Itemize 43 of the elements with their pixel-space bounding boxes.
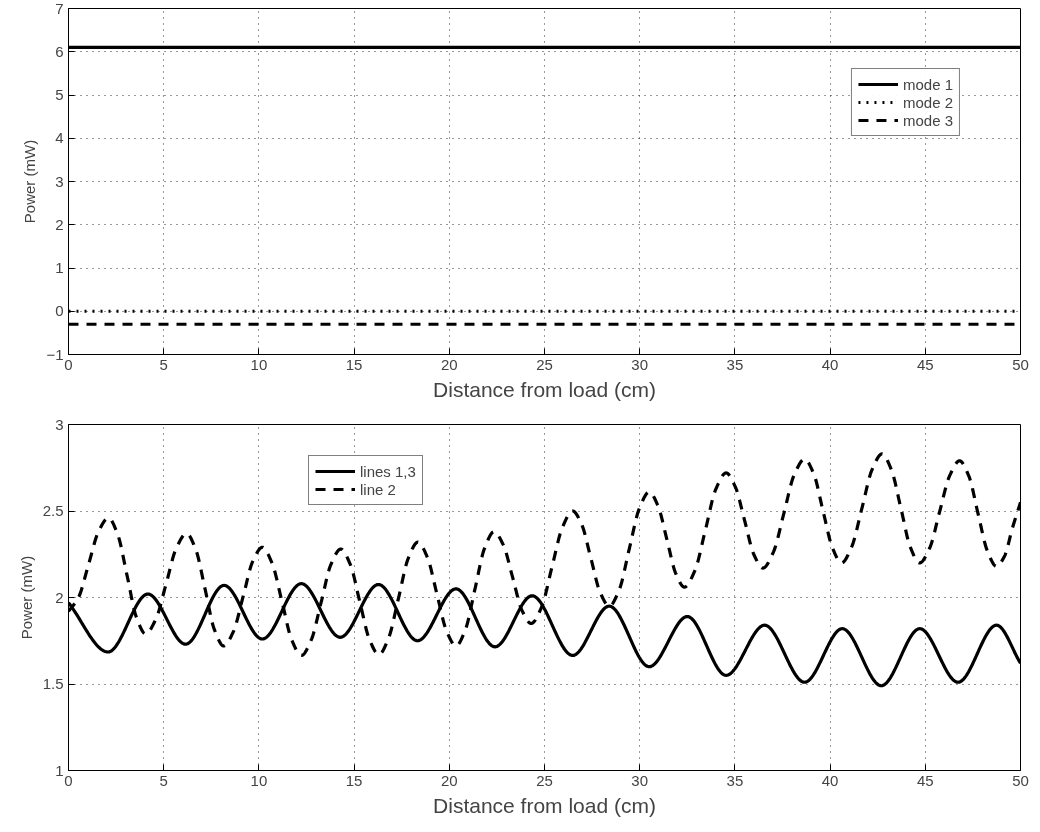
legend-label: mode 1 xyxy=(902,75,953,93)
x-tick-label: 45 xyxy=(916,355,934,373)
x-tick-label: 25 xyxy=(536,355,553,373)
y-tick-label: 3 xyxy=(55,415,64,433)
x-tick-label: 45 xyxy=(916,771,934,789)
x-tick-label: 15 xyxy=(345,355,363,373)
y-axis-title: Power (mW) xyxy=(21,139,39,224)
x-tick-label: 5 xyxy=(159,355,168,373)
y-axis-title: Power (mW) xyxy=(17,555,35,640)
x-tick-label: 10 xyxy=(250,771,268,789)
y-tick-label: 1 xyxy=(55,259,64,276)
y-tick-label: 6 xyxy=(55,42,64,60)
x-tick-label: 40 xyxy=(821,771,839,789)
y-tick-label: −1 xyxy=(46,345,64,363)
y-tick-label: 5 xyxy=(55,86,64,103)
x-axis-title: Distance from load (cm) xyxy=(433,377,656,401)
y-tick-label: 0 xyxy=(55,302,64,320)
x-tick-label: 50 xyxy=(1012,771,1029,789)
legend-label: line 2 xyxy=(360,480,396,498)
x-tick-label: 35 xyxy=(726,355,744,373)
x-tick-label: 20 xyxy=(440,771,458,789)
y-tick-label: 2 xyxy=(55,588,64,606)
x-tick-label: 40 xyxy=(821,355,839,373)
legend-label: mode 3 xyxy=(902,111,953,129)
x-tick-label: 20 xyxy=(440,355,458,373)
x-tick-label: 5 xyxy=(159,771,168,789)
legend-label: mode 2 xyxy=(902,93,953,111)
x-axis-title: Distance from load (cm) xyxy=(433,793,656,817)
y-tick-label: 2 xyxy=(55,215,64,233)
y-tick-label: 3 xyxy=(55,172,64,190)
x-tick-label: 10 xyxy=(250,355,268,373)
y-tick-label: 2.5 xyxy=(42,502,64,519)
x-tick-label: 15 xyxy=(345,771,363,789)
y-tick-label: 1 xyxy=(55,761,64,779)
y-tick-label: 1.5 xyxy=(42,675,64,692)
y-tick-label: 7 xyxy=(55,0,64,17)
x-tick-label: 35 xyxy=(726,771,744,789)
legend-label: lines 1,3 xyxy=(360,462,416,480)
x-tick-label: 30 xyxy=(631,355,649,373)
x-tick-label: 50 xyxy=(1012,355,1029,373)
x-tick-label: 25 xyxy=(536,771,553,789)
y-tick-label: 4 xyxy=(55,129,64,147)
x-tick-label: 30 xyxy=(631,771,649,789)
